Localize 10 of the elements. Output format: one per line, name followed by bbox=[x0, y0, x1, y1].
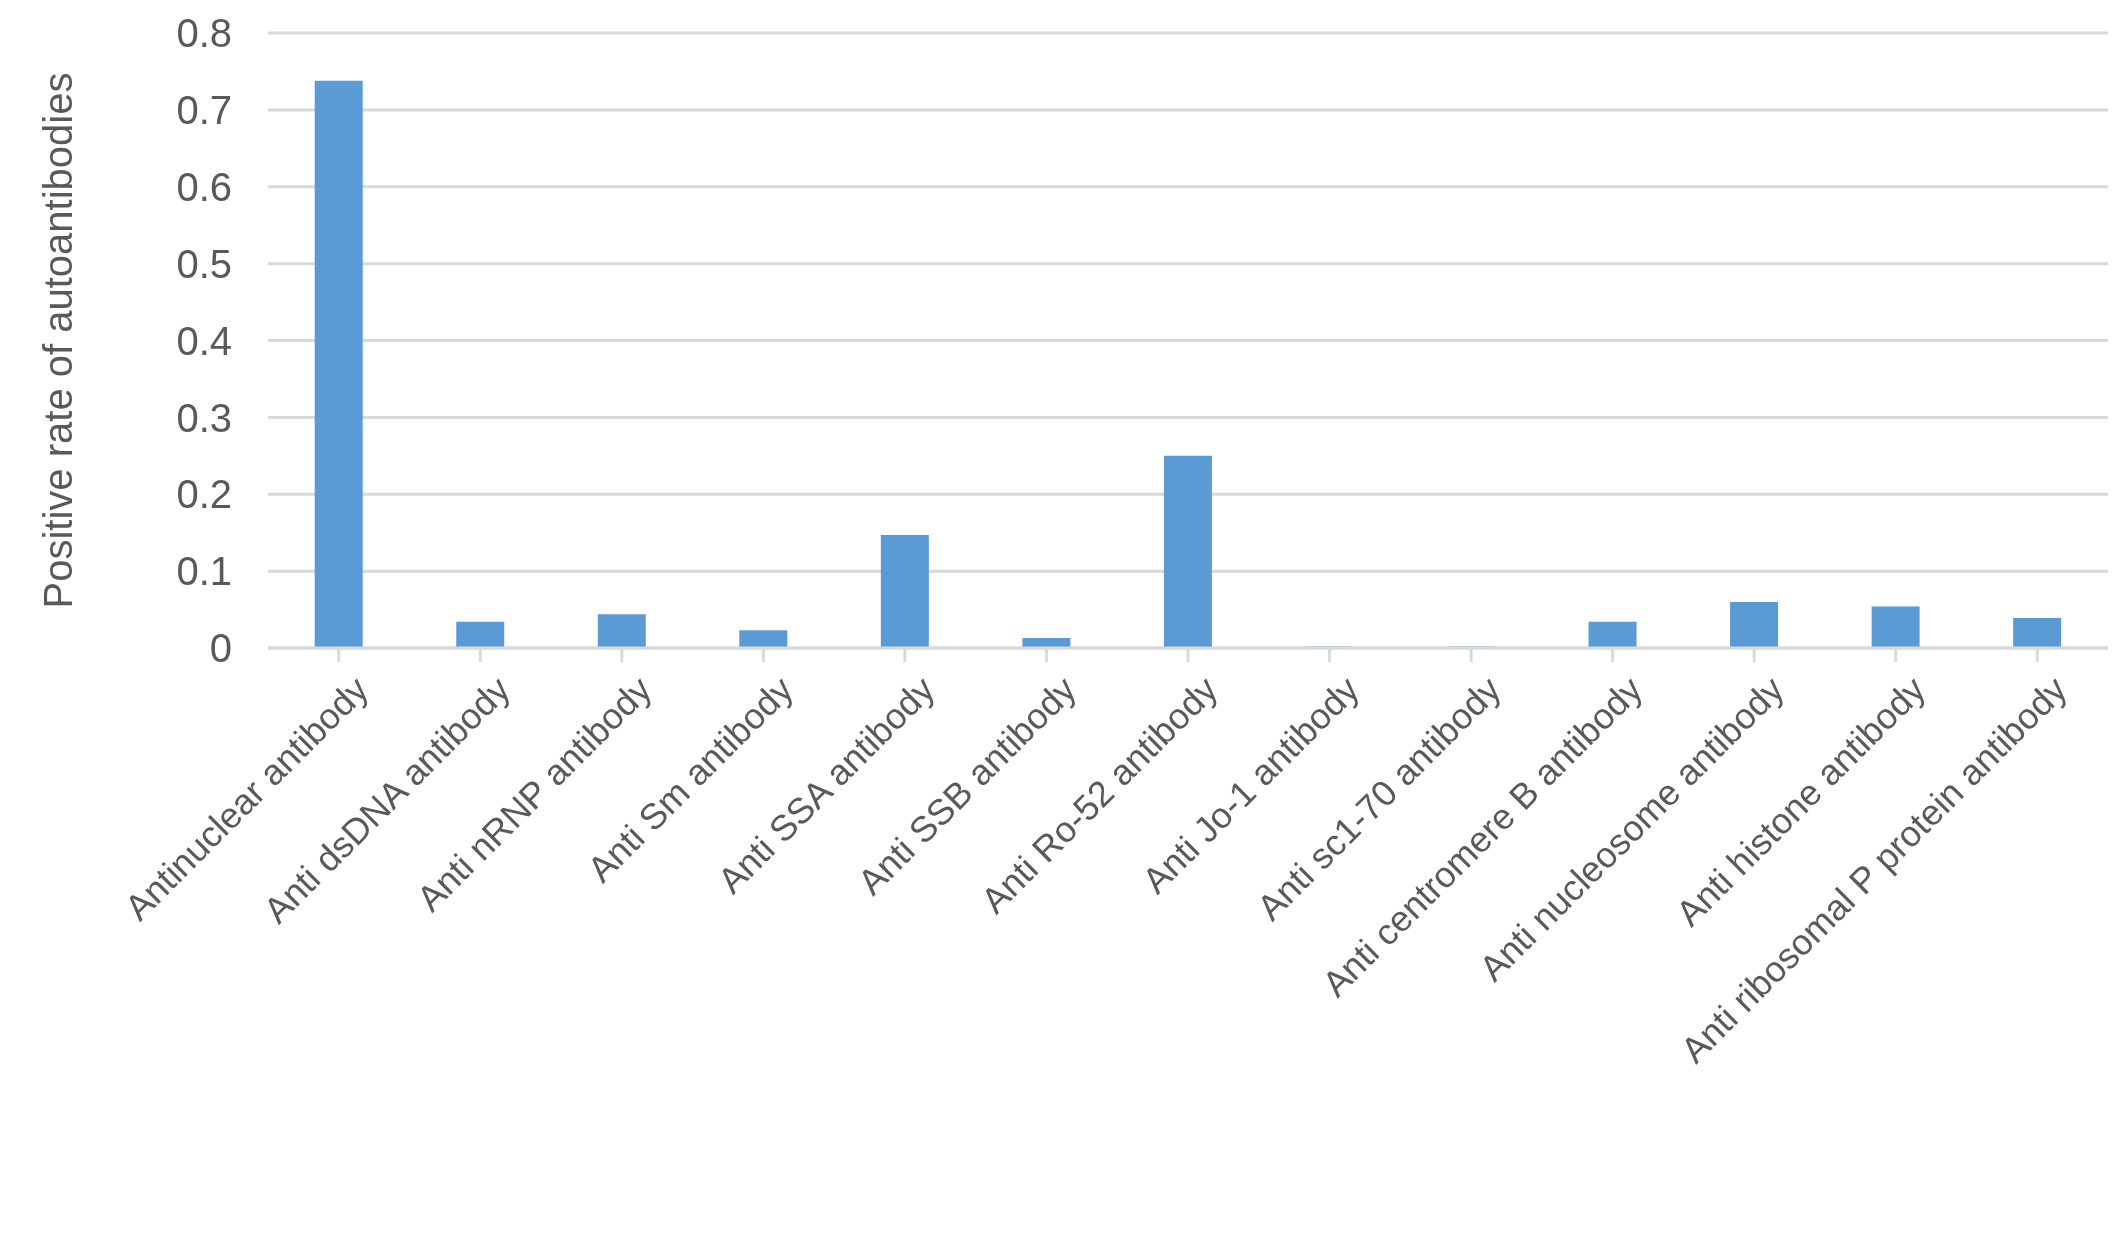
y-tick-label: 0.8 bbox=[176, 11, 232, 56]
y-tick-label: 0.6 bbox=[176, 164, 232, 209]
y-axis-title: Positive rate of autoantibodies bbox=[36, 72, 81, 609]
y-tick-label: 0 bbox=[209, 626, 232, 671]
y-tick-label: 0.1 bbox=[176, 549, 232, 594]
y-tick-label: 0.7 bbox=[176, 88, 232, 133]
y-tick-label: 0.5 bbox=[176, 241, 232, 286]
y-tick-label: 0.4 bbox=[176, 318, 232, 363]
y-tick-label: 0.3 bbox=[176, 395, 232, 440]
y-tick-label: 0.2 bbox=[176, 472, 232, 517]
